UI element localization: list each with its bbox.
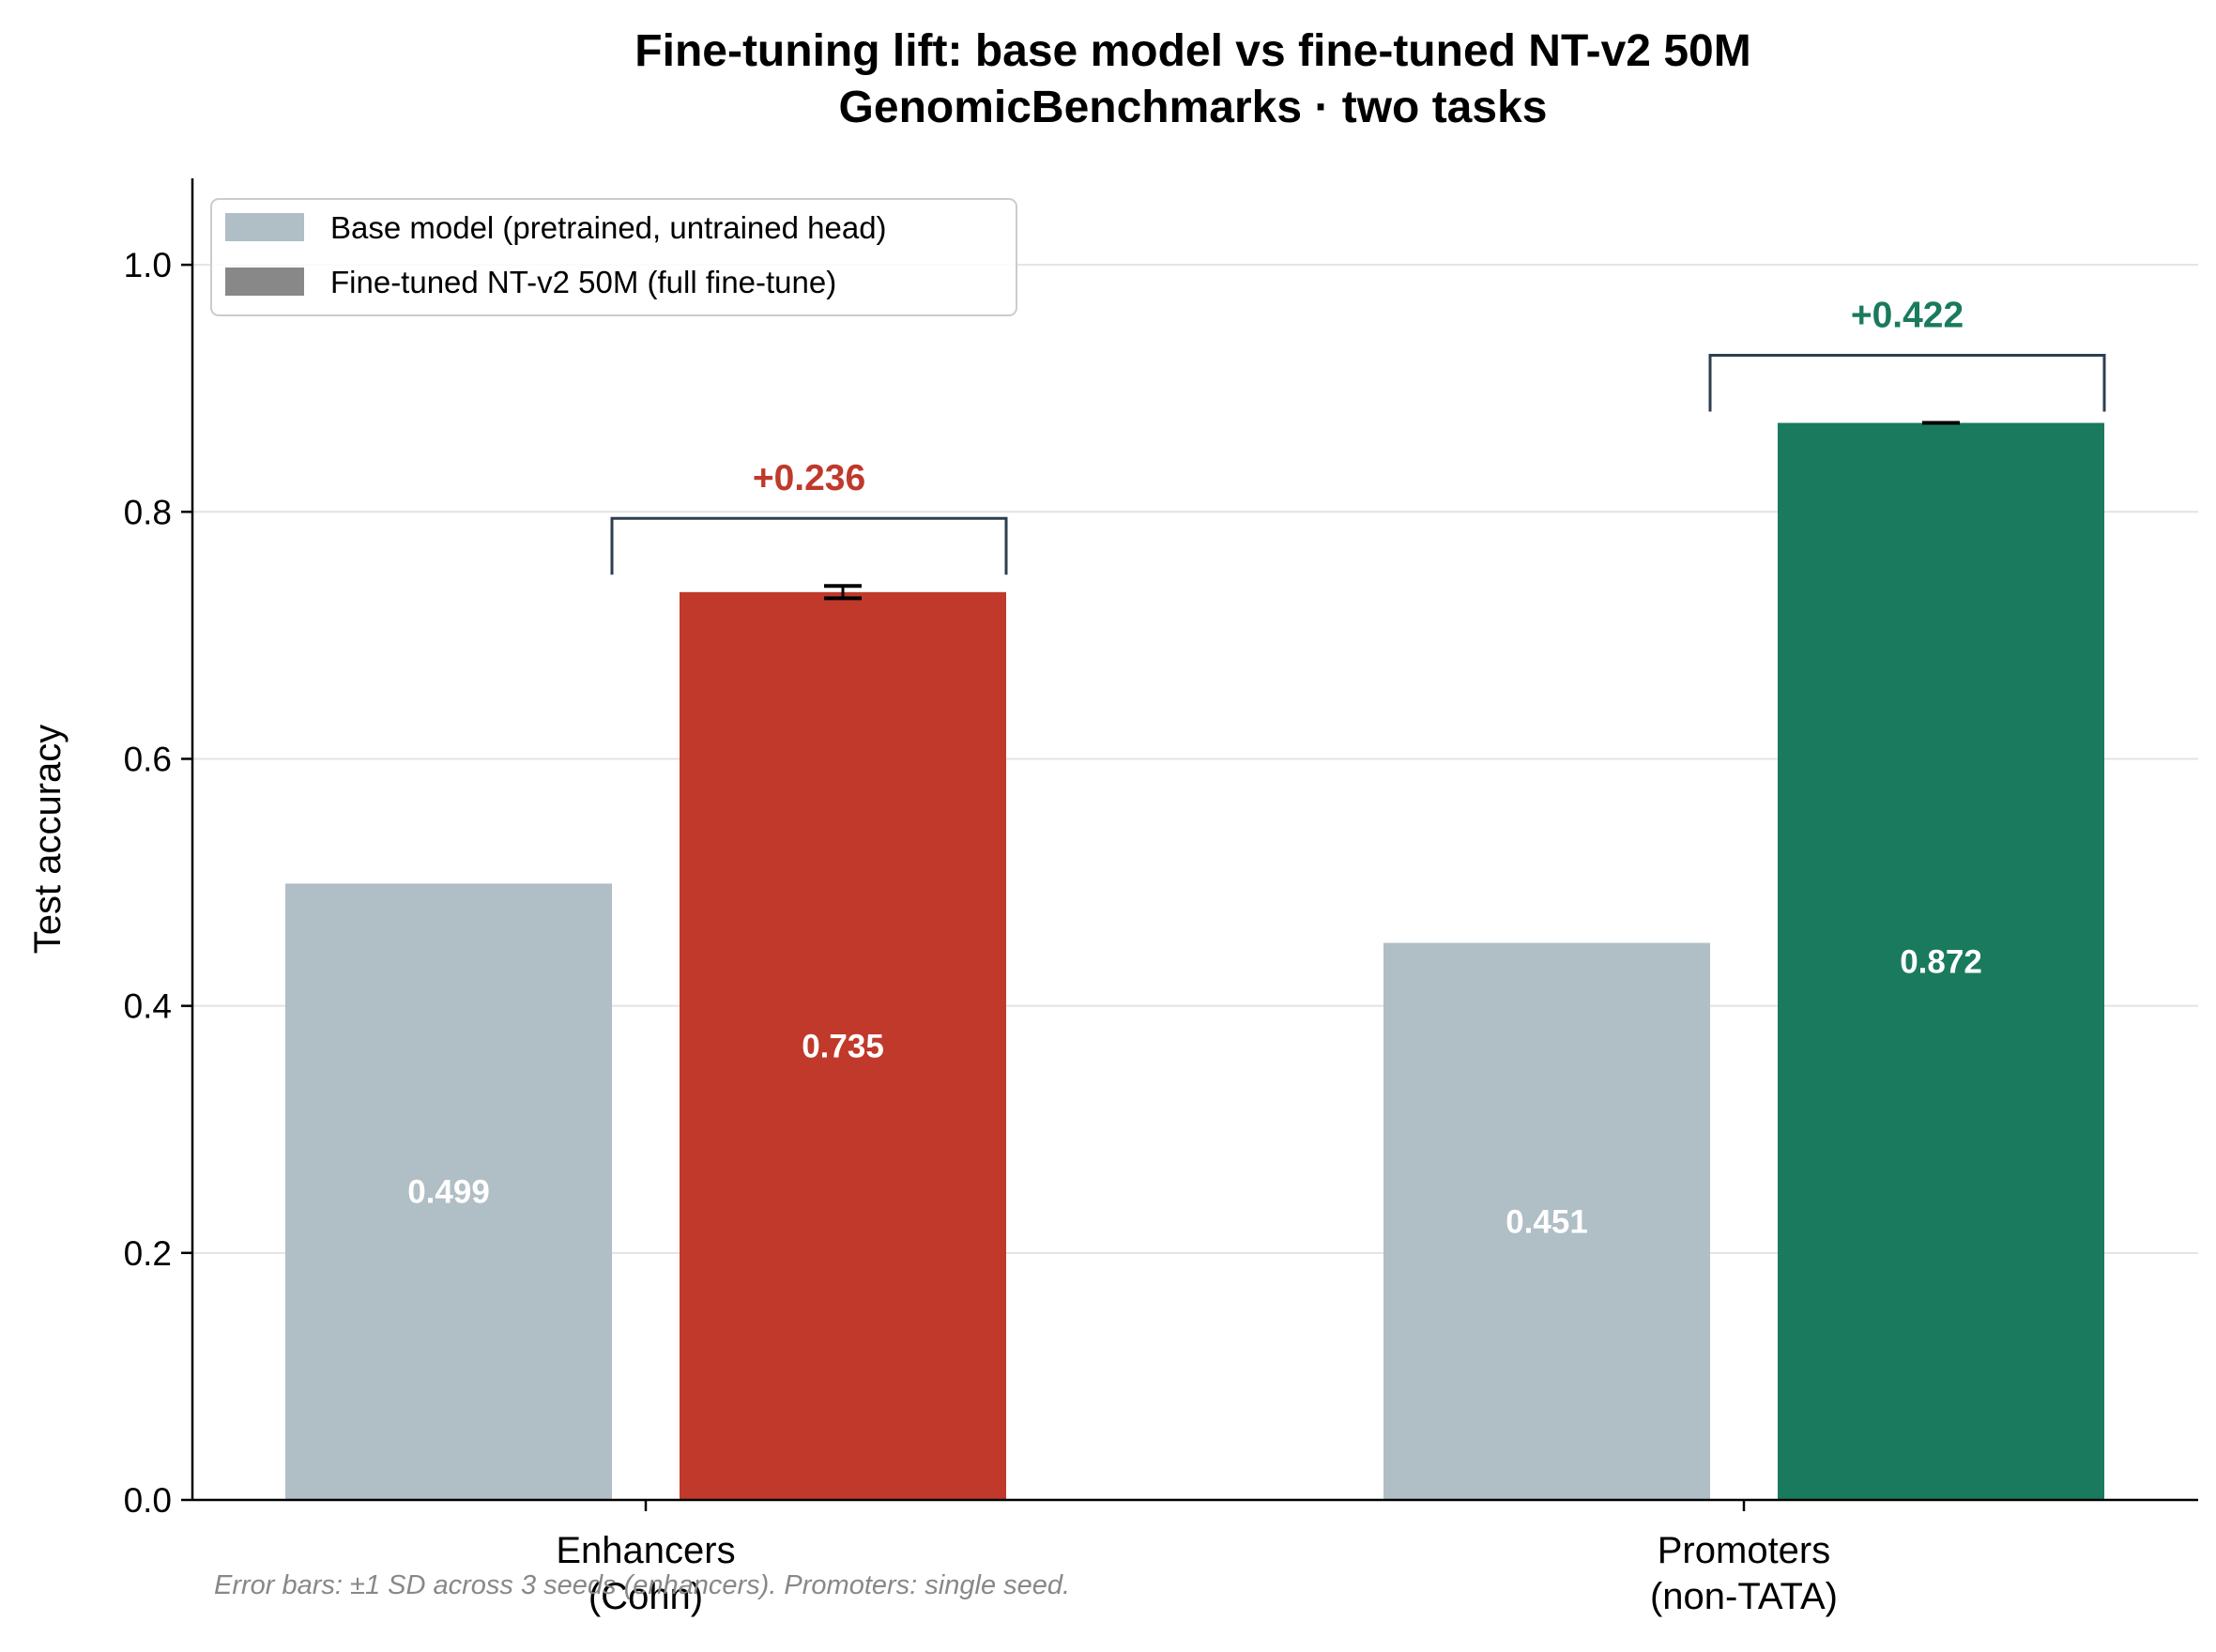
- lift-bracket-1: [1708, 354, 2106, 412]
- footnote: Error bars: ±1 SD across 3 seeds (enhanc…: [214, 1570, 1070, 1600]
- legend-swatch-base: [225, 213, 304, 241]
- error-bars: [824, 421, 1960, 601]
- bars: 0.499 0.451 0.735 0.872: [285, 422, 2104, 1501]
- legend-label-finetuned: Fine-tuned NT-v2 50M (full fine-tune): [330, 265, 836, 299]
- lift-label-1: +0.422: [1851, 296, 1964, 336]
- legend: Base model (pretrained, untrained head) …: [210, 198, 1017, 316]
- y-tick-label-3: 0.6: [124, 740, 172, 778]
- legend-frame: [210, 198, 1017, 316]
- y-tick-label-5: 1.0: [124, 246, 172, 284]
- y-tick-label-1: 0.2: [124, 1234, 172, 1273]
- bar-s1-c0: [680, 591, 1006, 1500]
- bar-value-label-s0-c1: 0.451: [1505, 1203, 1588, 1240]
- y-axis-label: Test accuracy: [27, 725, 69, 955]
- lift-brackets: +0.236 +0.422: [610, 296, 2106, 575]
- x-category-label-0-line1: Enhancers: [556, 1530, 735, 1571]
- bar-value-label-s0-c0: 0.499: [407, 1174, 490, 1211]
- chart-subtitle: GenomicBenchmarks · two tasks: [839, 83, 1548, 132]
- y-tick-label-0: 0.0: [124, 1481, 172, 1520]
- legend-swatch-finetuned: [225, 268, 304, 296]
- x-category-label-1-line2: (non-TATA): [1650, 1576, 1838, 1617]
- bar-s0-c0: [285, 883, 612, 1500]
- chart-title: Fine-tuning lift: base model vs fine-tun…: [634, 26, 1750, 76]
- bar-s1-c1: [1778, 422, 2104, 1501]
- y-axis-ticks: 0.0 0.2 0.4 0.6 0.8 1.0: [124, 246, 192, 1520]
- bar-s0-c1: [1383, 942, 1710, 1500]
- legend-label-base: Base model (pretrained, untrained head): [330, 210, 887, 245]
- bar-value-label-s1-c1: 0.872: [1900, 943, 1982, 980]
- y-tick-label-2: 0.4: [124, 987, 172, 1026]
- lift-label-0: +0.236: [753, 458, 865, 498]
- x-category-label-0-line2: (Cohn): [588, 1576, 703, 1617]
- x-axis-ticks: Enhancers (Cohn) Promoters (non-TATA): [556, 1500, 1838, 1617]
- x-category-label-1-line1: Promoters: [1658, 1530, 1831, 1571]
- lift-bracket-0: [610, 516, 1008, 575]
- bar-value-label-s1-c0: 0.735: [802, 1028, 884, 1064]
- y-tick-label-4: 0.8: [124, 493, 172, 531]
